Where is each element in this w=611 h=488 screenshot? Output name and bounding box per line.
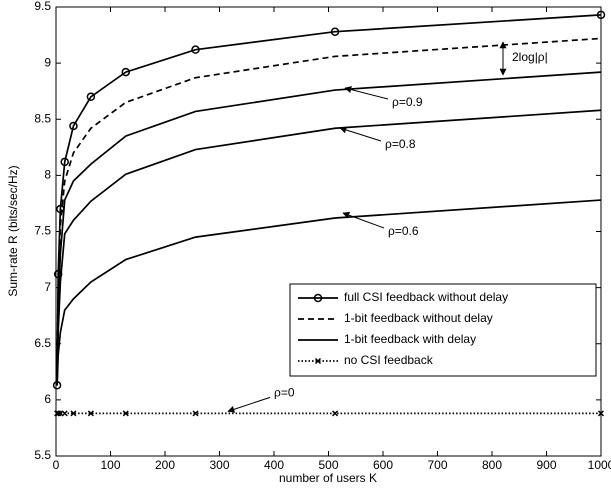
x-tick-label: 300	[209, 458, 229, 472]
legend-label: 1-bit feedback without delay	[344, 311, 493, 325]
legend-marker	[313, 293, 323, 303]
y-axis-label: Sum-rate R (bits/sec/Hz)	[6, 165, 20, 296]
y-tick-label: 6.5	[34, 336, 51, 350]
series-line	[56, 199, 602, 386]
annotation: 2log|ρ|	[512, 50, 548, 64]
y-tick-label: 8	[44, 168, 51, 182]
data-point	[69, 121, 78, 131]
y-tick-label: 5.5	[34, 448, 51, 462]
curve-label: ρ=0.9	[392, 95, 423, 109]
data-point	[192, 410, 199, 417]
x-tick-label: 900	[536, 458, 556, 472]
x-tick-label: 100	[100, 458, 120, 472]
series-line	[56, 109, 602, 386]
data-point	[596, 10, 606, 20]
curve-label: ρ=0	[274, 386, 295, 400]
data-point	[60, 157, 69, 167]
data-point	[70, 410, 77, 417]
data-point	[55, 410, 62, 417]
data-point	[86, 92, 96, 102]
y-tick-label: 9.5	[34, 0, 51, 13]
y-tick-label: 9	[44, 55, 51, 69]
x-tick-label: 800	[482, 458, 502, 472]
series-line	[56, 71, 602, 386]
annotation-arrow	[227, 396, 271, 413]
x-tick-label: 700	[427, 458, 447, 472]
legend-label: full CSI feedback without delay	[344, 290, 508, 304]
annotation-arrow	[339, 126, 382, 142]
data-point	[122, 410, 129, 417]
y-tick-label: 7	[44, 280, 51, 294]
legend-label: no CSI feedback	[344, 353, 434, 367]
legend-label: 1-bit feedback with delay	[344, 332, 476, 346]
x-tick-label: 400	[264, 458, 284, 472]
legend	[289, 283, 597, 377]
x-tick-label: 200	[155, 458, 175, 472]
x-tick-label: 0	[53, 458, 60, 472]
x-tick-label: 600	[373, 458, 393, 472]
data-point	[87, 410, 94, 417]
x-tick-label: 500	[318, 458, 338, 472]
curve-label: ρ=0.6	[388, 224, 419, 238]
data-point	[121, 67, 131, 77]
x-tick-label: 1000	[588, 458, 611, 472]
data-point	[330, 27, 340, 36]
curve-label: ρ=0.8	[385, 137, 416, 151]
data-point	[191, 45, 200, 54]
y-tick-label: 6	[44, 392, 51, 406]
data-point	[61, 410, 68, 417]
annotation-arrow	[342, 211, 385, 229]
annotation-arrow	[344, 86, 389, 100]
series-line	[56, 37, 602, 386]
plot-area	[55, 6, 602, 457]
x-axis-label: number of users K	[279, 471, 377, 485]
y-tick-label: 7.5	[34, 224, 51, 238]
y-tick-label: 8.5	[34, 111, 51, 125]
data-point	[332, 410, 339, 417]
legend-marker	[314, 357, 322, 365]
data-point	[597, 410, 605, 417]
